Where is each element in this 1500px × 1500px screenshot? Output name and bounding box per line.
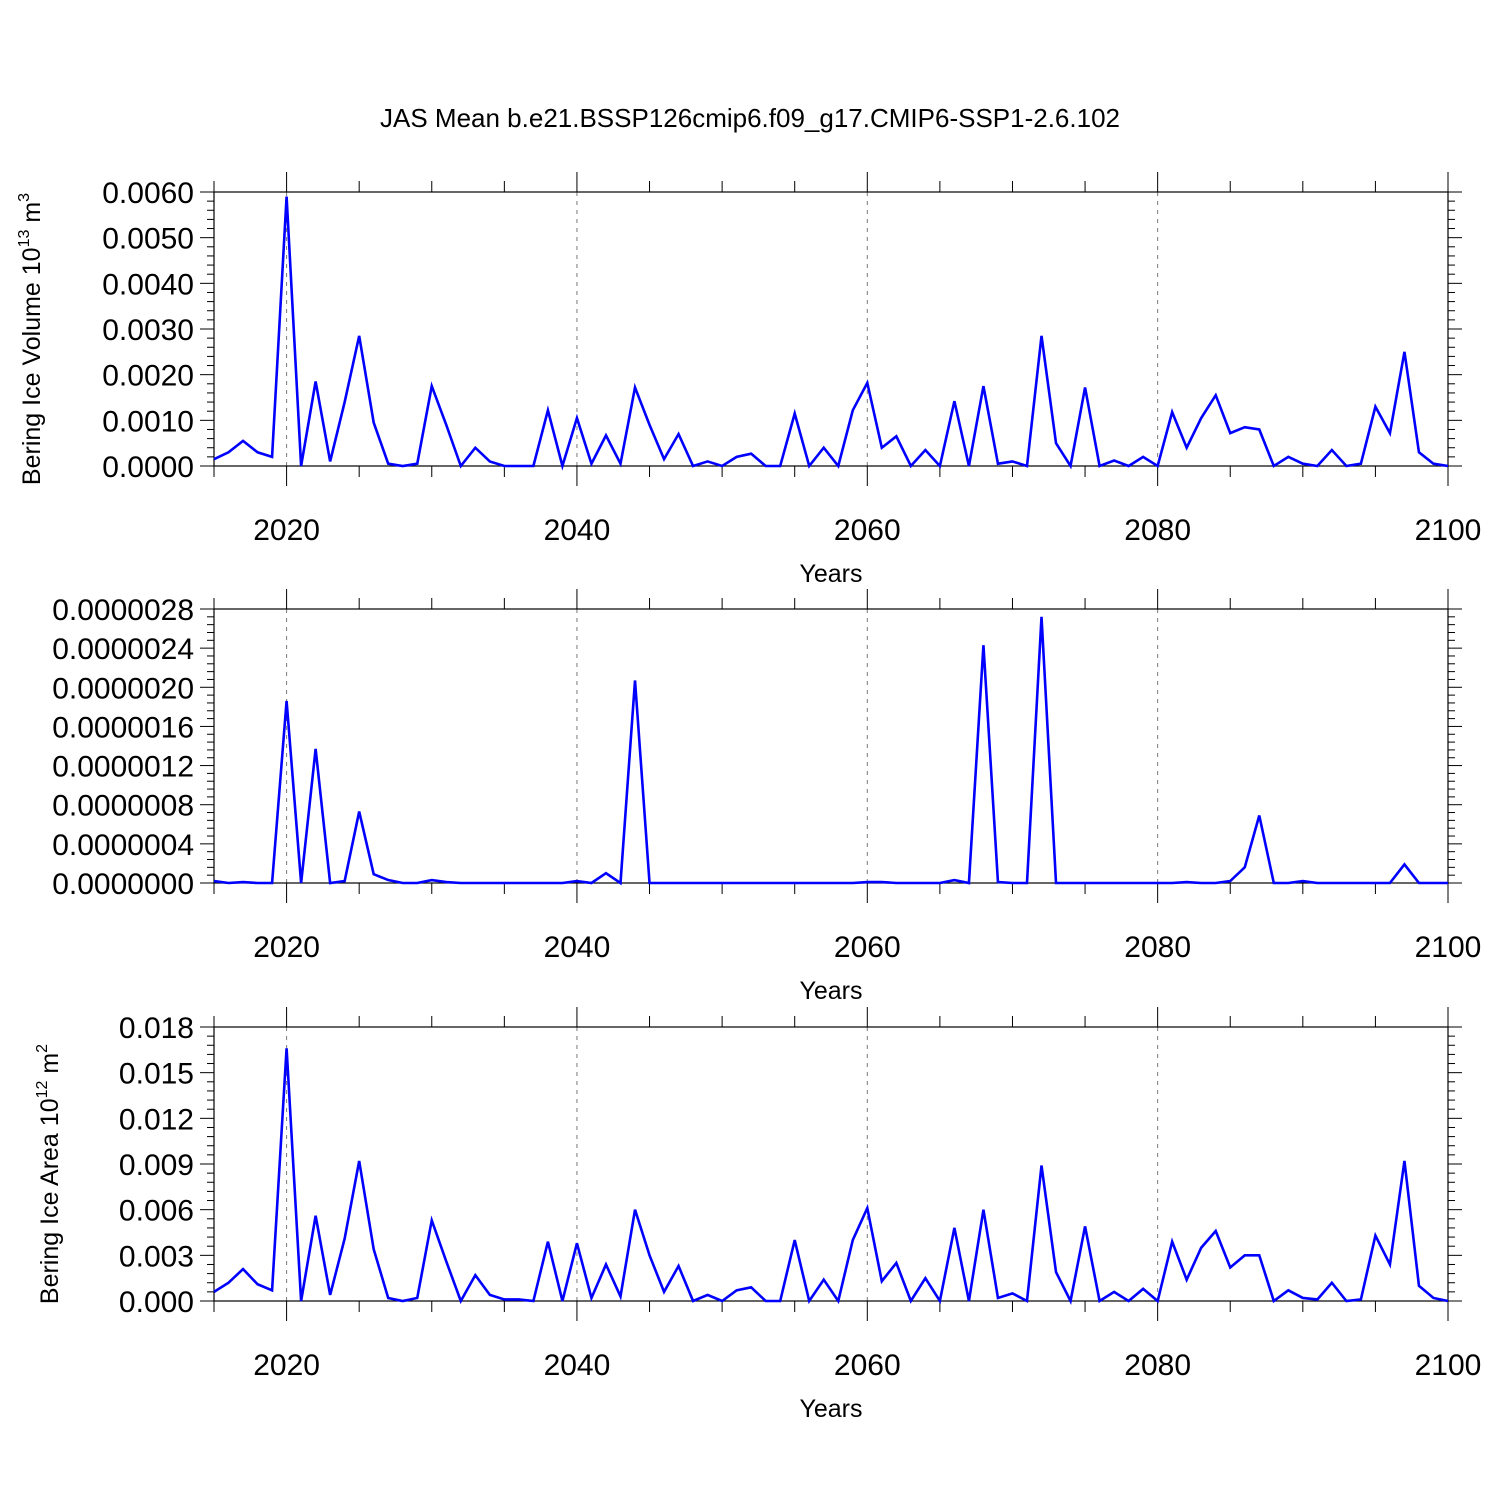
x-tick-label: 2080 [1124, 514, 1191, 547]
y-tick-label: 0.003 [119, 1240, 194, 1273]
x-tick-label: 2060 [834, 931, 901, 964]
series-line [213, 1048, 1449, 1305]
plot-frame [213, 608, 1449, 884]
y-tick-label: 0.0000016 [52, 711, 194, 744]
x-axis-label: Years [799, 977, 862, 1005]
x-tick-label: 2100 [1415, 931, 1482, 964]
y-tick-label: 0.0000000 [52, 868, 194, 901]
y-axis-label: Bering Ice Volume 1013 m3 [16, 193, 46, 485]
y-tick-label: 0.0000008 [52, 790, 194, 823]
y-tick-label: 0.0040 [102, 268, 194, 301]
y-tick-label: 0.0000004 [52, 829, 194, 862]
panel-3: 0.000 0.003 0.006 0.009 0.012 0.015 0.018 2020 2… [34, 1007, 1481, 1423]
x-tick-label: 2100 [1415, 1349, 1482, 1382]
y-tick-label: 0.0030 [102, 314, 194, 347]
y-tick-label: 0.0000024 [52, 633, 194, 666]
y-tick-label: 0.0010 [102, 405, 194, 438]
x-tick-label: 2020 [253, 514, 320, 547]
x-tick-label: 2100 [1415, 514, 1482, 547]
y-tick-label: 0.0000012 [52, 751, 194, 784]
y-tick-label: 0.015 [119, 1058, 194, 1091]
x-tick-label: 2040 [544, 931, 611, 964]
figure-title: JAS Mean b.e21.BSSP126cmip6.f09_g17.CMIP… [380, 103, 1120, 133]
y-tick-label: 0.0060 [102, 177, 194, 210]
x-axis-label: Years [799, 560, 862, 588]
y-tick-label: 0.0000028 [52, 594, 194, 627]
x-tick-label: 2060 [834, 1349, 901, 1382]
y-tick-label: 0.0000020 [52, 672, 194, 705]
y-tick-label: 0.006 [119, 1195, 194, 1228]
y-tick-label: 0.0000 [102, 451, 194, 484]
x-axis-label: Years [799, 1395, 862, 1423]
series-line [213, 616, 1448, 886]
y-tick-label: 0.0020 [102, 360, 194, 393]
panel-2: 0.0000000 0.0000004 0.0000008 0.0000012 0.00… [52, 589, 1481, 1005]
series-line [213, 196, 1449, 471]
y-tick-label: 0.000 [119, 1286, 194, 1319]
panel-1: 0.0000 0.0010 0.0020 0.0030 0.0040 0.0050 0.00… [16, 172, 1481, 588]
plot-frame [213, 191, 1449, 467]
y-tick-label: 0.012 [119, 1103, 194, 1136]
x-tick-label: 2080 [1124, 1349, 1191, 1382]
y-tick-label: 0.0050 [102, 223, 194, 256]
panels: 0.0000 0.0010 0.0020 0.0030 0.0040 0.0050 0.00… [16, 172, 1481, 1423]
x-tick-label: 2040 [544, 1349, 611, 1382]
y-tick-label: 0.018 [119, 1012, 194, 1045]
plot-frame [213, 1026, 1449, 1302]
x-tick-label: 2020 [253, 1349, 320, 1382]
x-tick-label: 2040 [544, 514, 611, 547]
x-tick-label: 2060 [834, 514, 901, 547]
y-axis-label: Bering Ice Area 1012 m2 [34, 1044, 64, 1304]
y-tick-label: 0.009 [119, 1149, 194, 1182]
x-tick-label: 2080 [1124, 931, 1191, 964]
x-tick-label: 2020 [253, 931, 320, 964]
